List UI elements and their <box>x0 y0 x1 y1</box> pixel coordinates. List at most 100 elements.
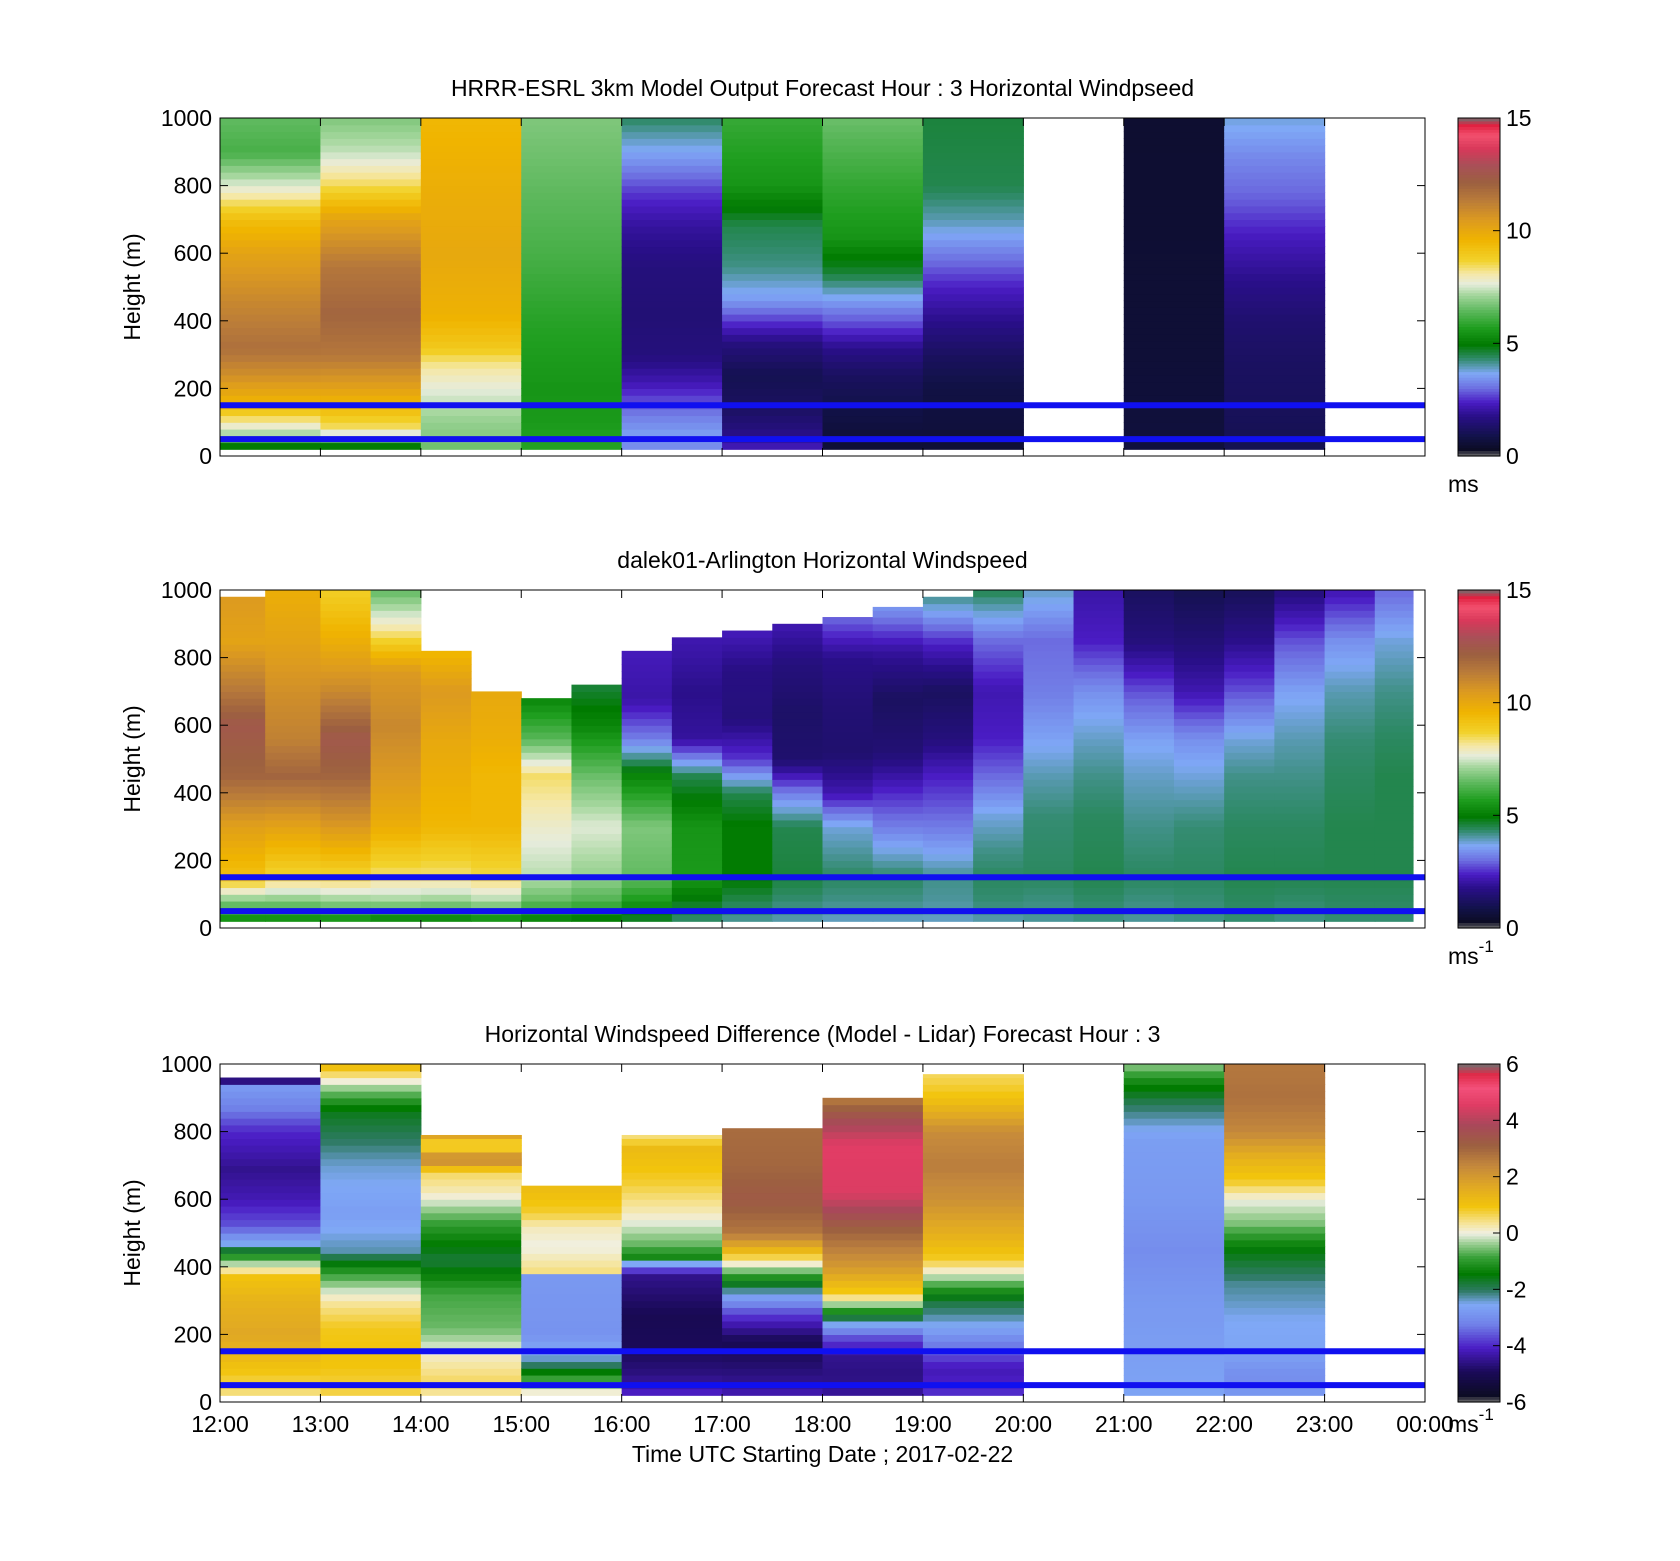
heatmap-cell <box>1224 630 1275 638</box>
colorbar-swatch <box>1458 233 1500 237</box>
colorbar-swatch <box>1458 408 1500 412</box>
heatmap-cell <box>1224 731 1275 740</box>
heatmap-cell <box>621 1172 723 1180</box>
heatmap-cell <box>1173 887 1225 895</box>
colorbar-swatch <box>1458 374 1500 378</box>
heatmap-cell <box>1224 1219 1326 1227</box>
heatmap-cell <box>872 691 924 699</box>
heatmap-cell <box>822 1165 924 1173</box>
heatmap-cell <box>1023 610 1075 618</box>
heatmap-cell <box>420 185 522 193</box>
heatmap-column <box>521 1185 623 1396</box>
heatmap-cell <box>1123 650 1175 659</box>
heatmap-cell <box>973 718 1024 726</box>
heatmap-cell <box>1224 1131 1326 1139</box>
colorbar-swatch <box>1458 823 1500 828</box>
heatmap-cell <box>1224 158 1326 166</box>
heatmap-cell <box>1374 786 1414 794</box>
heatmap-cell <box>1224 1239 1326 1248</box>
heatmap-cell <box>420 704 472 713</box>
heatmap-column <box>722 1128 824 1396</box>
heatmap-cell <box>722 1307 824 1315</box>
heatmap-cell <box>1274 900 1326 909</box>
heatmap-cell <box>1224 623 1275 632</box>
colorbar-swatch <box>1458 222 1500 226</box>
heatmap-cell <box>1324 704 1376 713</box>
heatmap-cell <box>1123 314 1225 322</box>
heatmap-cell <box>521 894 573 902</box>
heatmap-cell <box>1123 1314 1225 1322</box>
heatmap-cell <box>722 368 824 376</box>
colorbar-swatch <box>1458 1190 1500 1195</box>
heatmap-cell <box>320 738 372 747</box>
colorbar-swatch <box>1458 888 1500 892</box>
heatmap-cell <box>320 1388 422 1396</box>
heatmap-cell <box>722 637 773 645</box>
heatmap-cell <box>1224 287 1326 295</box>
colorbar-swatch <box>1458 118 1500 122</box>
heatmap-cell <box>1274 752 1326 760</box>
x-axis-label: Time UTC Starting Date ; 2017-02-22 <box>632 1441 1013 1467</box>
heatmap-cell <box>1324 799 1376 807</box>
heatmap-cell <box>822 1145 924 1153</box>
heatmap-cell <box>872 880 924 889</box>
heatmap-cell <box>1073 650 1125 659</box>
heatmap-cell <box>1123 725 1175 733</box>
colorbar-tick-label: 5 <box>1506 802 1519 828</box>
colorbar-swatch <box>1458 1362 1500 1366</box>
colorbar-swatch <box>1458 1396 1500 1400</box>
colorbar-swatch <box>1458 306 1500 311</box>
heatmap-cell <box>822 273 924 281</box>
heatmap-cell <box>822 1354 924 1363</box>
heatmap-cell <box>420 752 472 760</box>
heatmap-cell <box>521 1266 623 1275</box>
heatmap-cell <box>1173 664 1225 672</box>
heatmap-cell <box>420 833 472 841</box>
heatmap-cell <box>1173 772 1225 780</box>
heatmap-cell <box>220 205 322 214</box>
heatmap-cell <box>621 745 673 753</box>
heatmap-cell <box>1374 846 1414 855</box>
heatmap-cell <box>822 1185 924 1194</box>
heatmap-cell <box>1374 630 1414 638</box>
heatmap-cell <box>1324 833 1376 841</box>
heatmap-cell <box>320 368 422 376</box>
heatmap-cell <box>370 779 422 787</box>
heatmap-cell <box>521 914 573 922</box>
heatmap-cell <box>722 1266 824 1275</box>
heatmap-cell <box>621 273 723 281</box>
heatmap-cell <box>1123 1260 1225 1268</box>
heatmap-cell <box>1123 259 1225 268</box>
heatmap-cell <box>521 293 623 302</box>
heatmap-cell <box>220 691 266 699</box>
heatmap-cell <box>671 900 723 909</box>
heatmap-cell <box>320 1293 422 1302</box>
heatmap-cell <box>722 232 824 241</box>
heatmap-cell <box>265 880 322 889</box>
heatmap-cell <box>521 786 573 794</box>
heatmap-cell <box>722 644 773 652</box>
heatmap-cell <box>722 253 824 261</box>
heatmap-cell <box>872 887 924 895</box>
heatmap-cell <box>922 792 974 801</box>
heatmap-cell <box>772 860 824 868</box>
heatmap-cell <box>265 846 322 855</box>
heatmap-cell <box>420 914 472 922</box>
heatmap-cell <box>822 806 874 814</box>
heatmap-cell <box>722 1199 824 1207</box>
heatmap-cell <box>220 280 322 288</box>
heatmap-cell <box>822 1327 924 1335</box>
colorbar-swatch <box>1458 1114 1500 1119</box>
colorbar-swatch <box>1458 208 1500 212</box>
heatmap-cell <box>1324 684 1376 692</box>
heatmap-cell <box>922 1260 1024 1268</box>
colorbar-swatch <box>1458 264 1500 268</box>
heatmap-cell <box>1123 765 1175 774</box>
heatmap-cell <box>1224 792 1275 801</box>
heatmap-cell <box>265 900 322 909</box>
colorbar-swatch <box>1458 1320 1500 1324</box>
y-tick-label: 0 <box>199 443 212 469</box>
heatmap-cell <box>1374 867 1414 875</box>
heatmap-cell <box>922 314 1024 322</box>
heatmap-cell <box>621 819 673 828</box>
